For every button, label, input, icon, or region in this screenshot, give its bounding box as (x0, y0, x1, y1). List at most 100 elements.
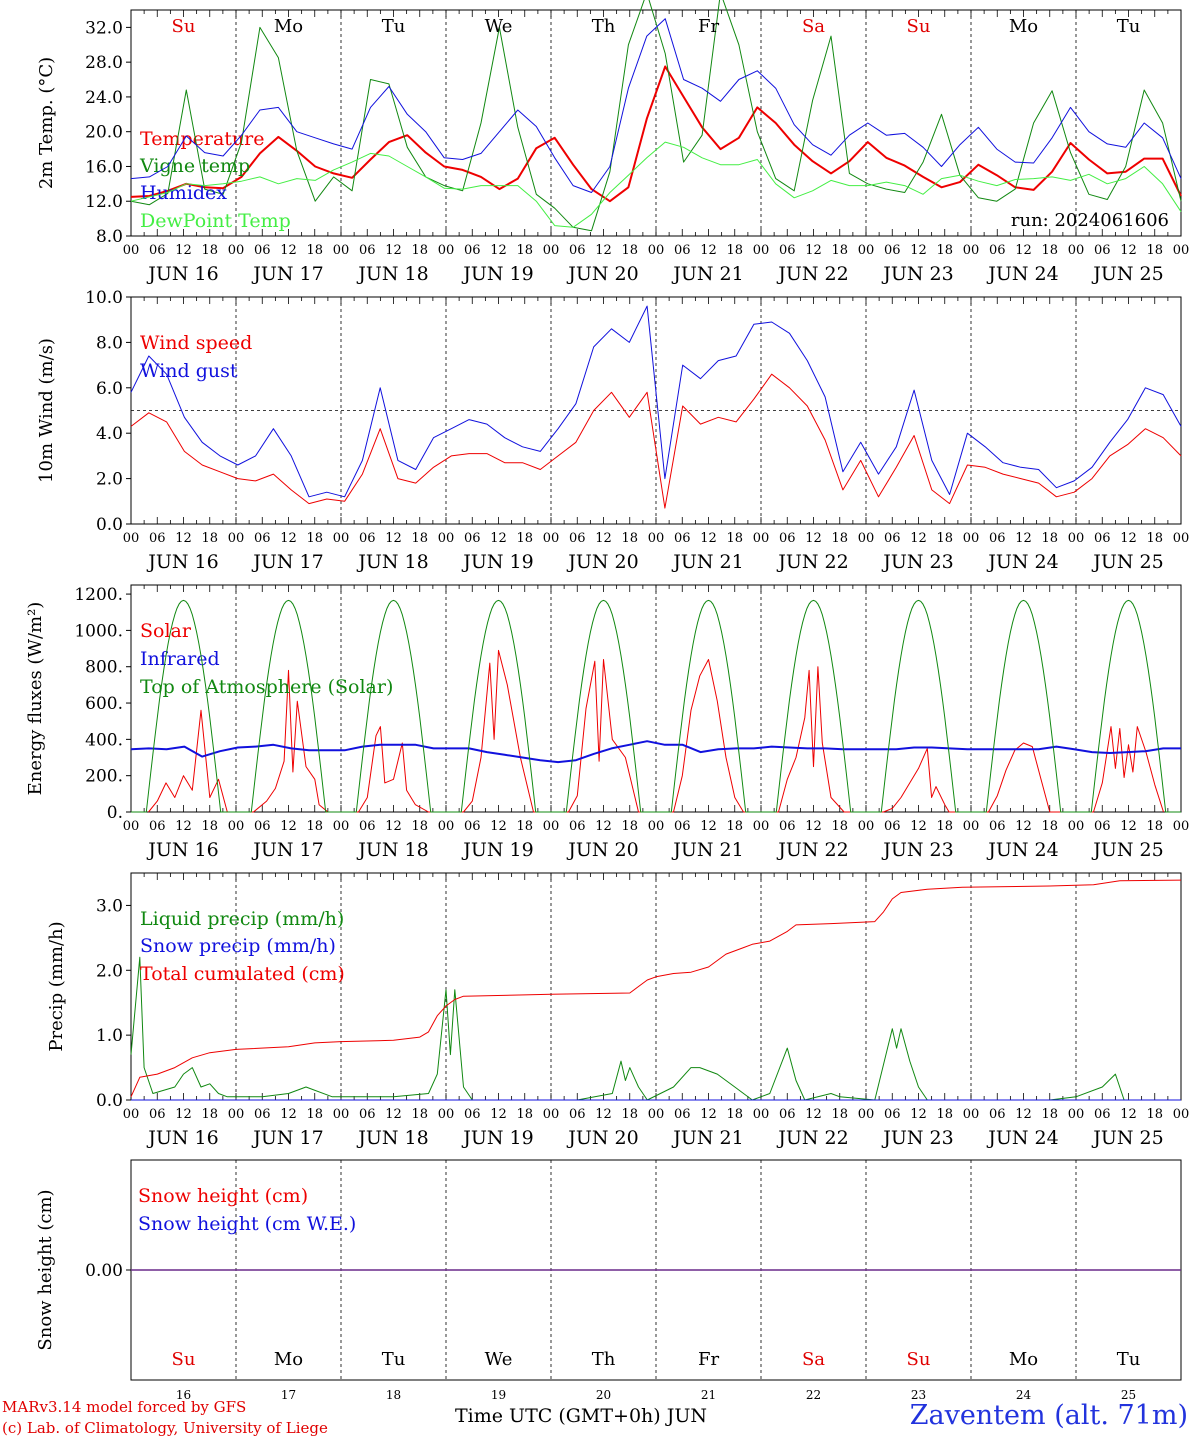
hour-tick-label: 12 (805, 819, 822, 834)
hour-tick-label: 18 (936, 531, 953, 546)
legend-entry: Infrared (140, 648, 220, 670)
hour-tick-label: 00 (333, 531, 350, 546)
hour-tick-label: 06 (464, 243, 481, 258)
hour-tick-label: 12 (280, 243, 297, 258)
ytick-label: 400. (85, 730, 123, 750)
ytick-label: 6.0 (96, 379, 123, 399)
hour-tick-label: 00 (438, 819, 455, 834)
ytick-label: 0. (107, 803, 123, 823)
day-label: JUN 24 (986, 839, 1058, 861)
day-number: 22 (806, 1388, 821, 1402)
ytick-label: 2.0 (96, 470, 123, 490)
day-number: 19 (491, 1388, 506, 1402)
hour-tick-label: 00 (648, 531, 665, 546)
hour-tick-label: 18 (1146, 531, 1163, 546)
time-axis-label: Time UTC (GMT+0h) JUN (455, 1405, 707, 1427)
ytick-label: 3.0 (96, 896, 123, 916)
day-number: 17 (281, 1388, 296, 1402)
hour-tick-label: 06 (884, 531, 901, 546)
legend-entry: Total cumulated (cm) (140, 963, 345, 985)
day-number: 18 (386, 1388, 401, 1402)
legend-entry: DewPoint Temp (140, 210, 291, 232)
hour-tick-label: 12 (385, 243, 402, 258)
day-label: JUN 22 (776, 1127, 848, 1149)
day-label: JUN 25 (1091, 551, 1163, 573)
day-label: JUN 17 (251, 551, 323, 573)
day-label: JUN 18 (356, 551, 428, 573)
hour-tick-label: 06 (149, 1107, 166, 1122)
hour-tick-label: 06 (149, 819, 166, 834)
day-label: JUN 22 (776, 839, 848, 861)
hour-tick-label: 18 (1146, 819, 1163, 834)
hour-tick-label: 06 (674, 819, 691, 834)
hour-tick-label: 18 (306, 243, 323, 258)
legend-entry: Vigne temp (139, 155, 250, 177)
day-label: JUN 18 (356, 1127, 428, 1149)
series-line-temperature (130, 65, 1182, 203)
day-label: JUN 21 (671, 1127, 743, 1149)
hour-tick-label: 18 (411, 531, 428, 546)
hour-tick-label: 12 (1120, 243, 1137, 258)
ytick-label: 8.0 (96, 227, 123, 247)
weekday-bottom: Tu (382, 1349, 406, 1370)
series-line-wind-gust (130, 305, 1182, 498)
day-label: JUN 17 (251, 839, 323, 861)
hour-tick-label: 18 (726, 1107, 743, 1122)
weekday-top: Tu (1117, 16, 1141, 37)
day-label: JUN 16 (146, 551, 218, 573)
hour-tick-label: 06 (1094, 819, 1111, 834)
hour-tick-label: 12 (490, 531, 507, 546)
hour-tick-label: 00 (858, 819, 875, 834)
weekday-top: Tu (382, 16, 406, 37)
hour-tick-label: 00 (753, 1107, 770, 1122)
day-label: JUN 22 (776, 551, 848, 573)
hour-tick-label: 12 (910, 531, 927, 546)
hour-tick-label: 06 (779, 531, 796, 546)
hour-tick-label: 00 (123, 819, 140, 834)
day-label: JUN 25 (1091, 263, 1163, 285)
day-label: JUN 18 (356, 839, 428, 861)
hour-tick-label: 06 (569, 819, 586, 834)
hour-tick-label: 18 (621, 243, 638, 258)
day-label: JUN 25 (1091, 1127, 1163, 1149)
hour-tick-label: 06 (149, 243, 166, 258)
weekday-bottom: Fr (698, 1349, 719, 1370)
hour-tick-label: 18 (936, 819, 953, 834)
panel-2: 00 06 12 18 JUN 16 00 06 12 18 JUN 17 00 06 12 18 JUN … (36, 288, 1189, 573)
hour-tick-label: 00 (648, 1107, 665, 1122)
hour-tick-label: 06 (254, 243, 271, 258)
day-label: JUN 20 (566, 839, 638, 861)
hour-tick-label: 12 (595, 243, 612, 258)
hour-tick-label: 00 (1068, 531, 1085, 546)
hour-tick-label: 12 (910, 819, 927, 834)
legend-entry: Snow height (cm W.E.) (138, 1213, 356, 1235)
day-number: 25 (1121, 1388, 1136, 1402)
hour-tick-label: 18 (306, 1107, 323, 1122)
hour-tick-label: 12 (1015, 531, 1032, 546)
weekday-top: Mo (274, 16, 303, 37)
day-label: JUN 24 (986, 263, 1058, 285)
weekday-bottom: We (485, 1349, 513, 1370)
hour-tick-label: 18 (201, 819, 218, 834)
hour-tick-label: 18 (936, 243, 953, 258)
day-label: JUN 19 (461, 839, 533, 861)
hour-tick-label: 06 (569, 243, 586, 258)
hour-tick-label: 06 (464, 819, 481, 834)
ytick-label: 1200. (74, 585, 123, 605)
hour-tick-label: 00 (438, 531, 455, 546)
hour-tick-label: 00 (123, 531, 140, 546)
copyright-credit: (c) Lab. of Climatology, University of L… (2, 1419, 328, 1437)
hour-tick-label: 00 (1173, 531, 1190, 546)
day-label: JUN 17 (251, 1127, 323, 1149)
hour-tick-label: 12 (805, 1107, 822, 1122)
hour-tick-label: 06 (779, 819, 796, 834)
hour-tick-label: 18 (1041, 819, 1058, 834)
hour-tick-label: 06 (884, 1107, 901, 1122)
weekday-top: Sa (802, 16, 825, 37)
series-line-total-cumulated-cm- (130, 879, 1182, 1098)
hour-tick-label: 00 (1068, 243, 1085, 258)
hour-tick-label: 00 (228, 531, 245, 546)
hour-tick-label: 00 (858, 243, 875, 258)
hour-tick-label: 18 (831, 531, 848, 546)
hour-tick-label: 00 (543, 531, 560, 546)
